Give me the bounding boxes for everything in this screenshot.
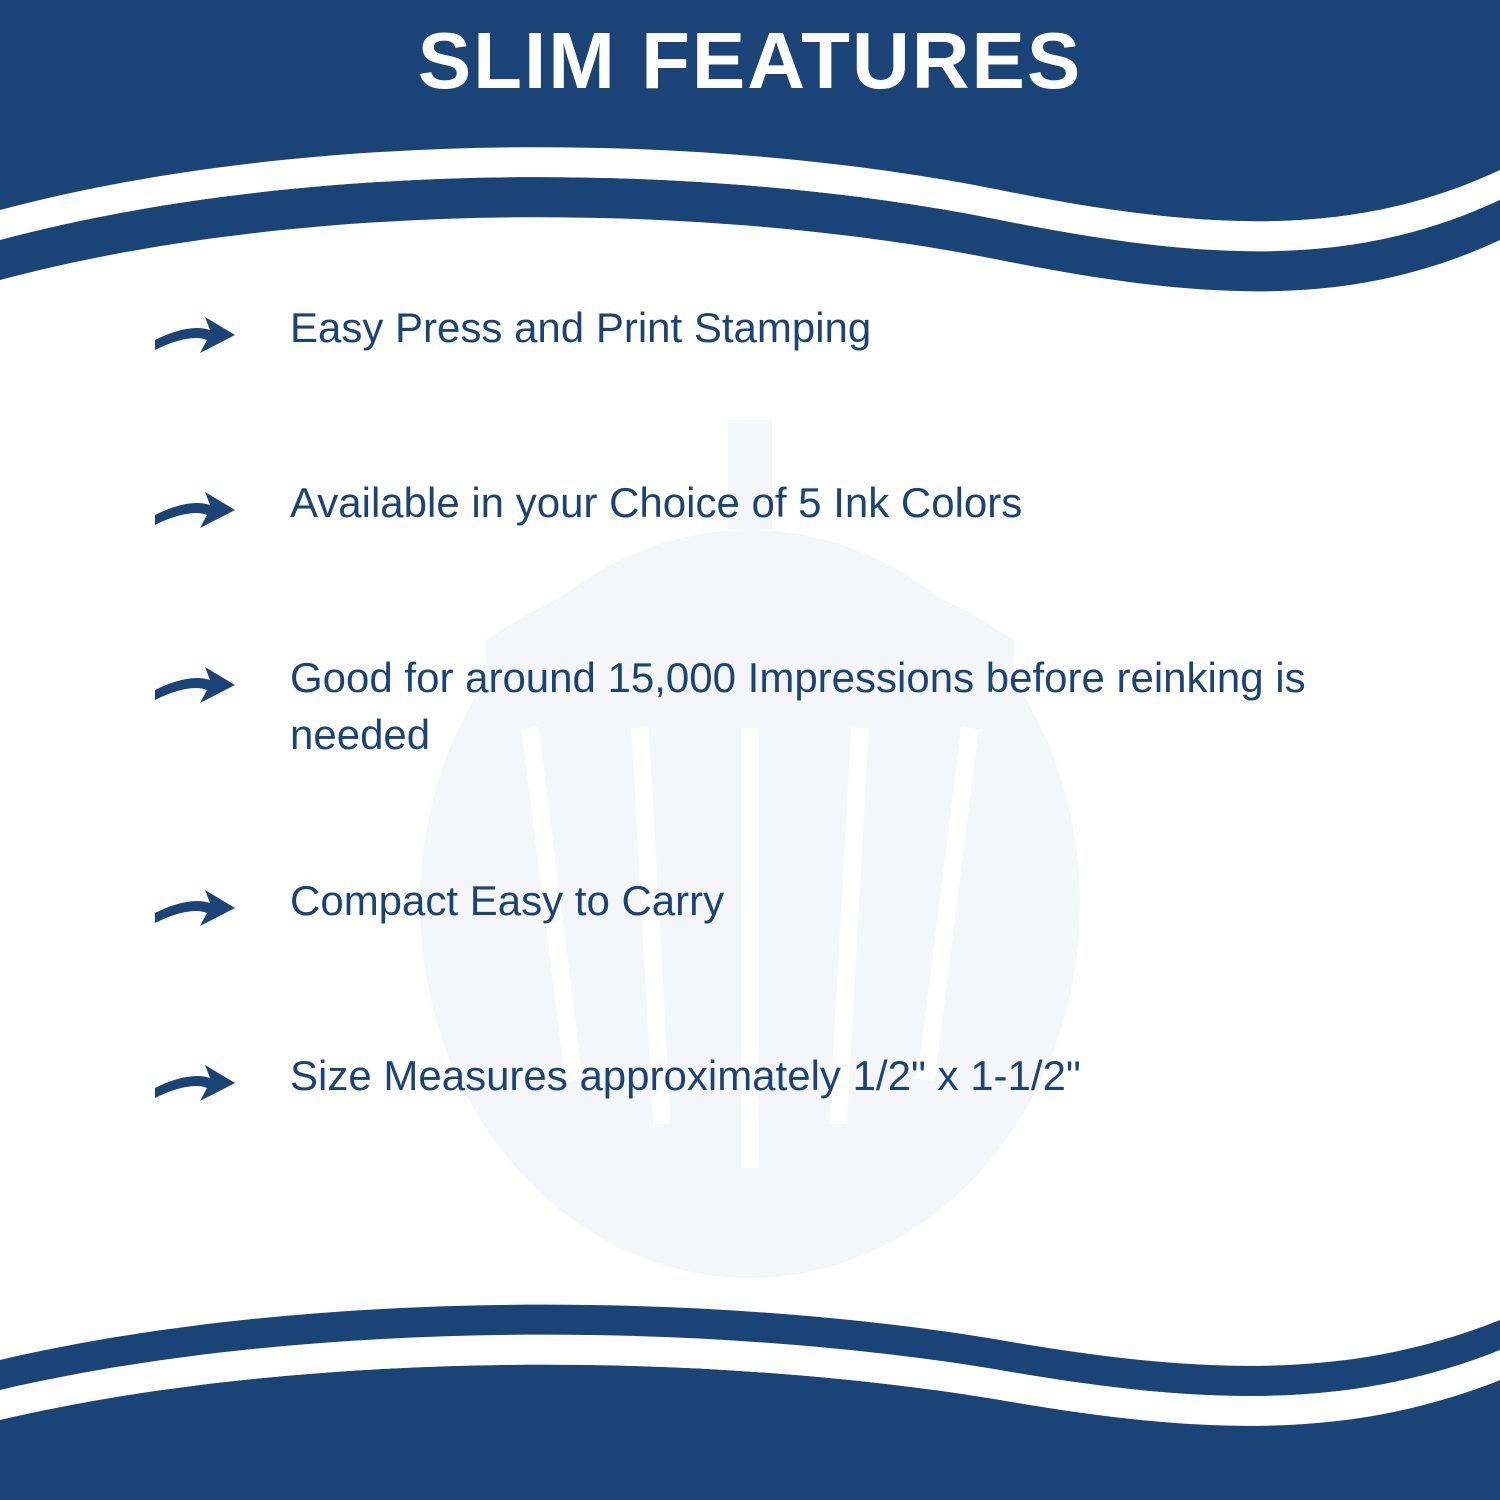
feature-text: Size Measures approximately 1/2" x 1-1/2… (290, 1048, 1081, 1105)
arrow-icon (150, 305, 240, 365)
feature-text: Compact Easy to Carry (290, 873, 724, 930)
features-list: Easy Press and Print Stamping Available … (0, 280, 1500, 1203)
feature-text: Easy Press and Print Stamping (290, 300, 871, 357)
page-title: SLIM FEATURES (418, 15, 1083, 107)
feature-item: Size Measures approximately 1/2" x 1-1/2… (0, 1028, 1500, 1133)
arrow-icon (150, 878, 240, 938)
feature-item: Available in your Choice of 5 Ink Colors (0, 455, 1500, 560)
feature-item: Compact Easy to Carry (0, 853, 1500, 958)
footer-wave-decoration (0, 1300, 1500, 1500)
arrow-icon (150, 480, 240, 540)
feature-text: Good for around 15,000 Impressions befor… (290, 650, 1380, 763)
feature-item: Easy Press and Print Stamping (0, 280, 1500, 385)
arrow-icon (150, 655, 240, 715)
feature-text: Available in your Choice of 5 Ink Colors (290, 475, 1022, 532)
feature-item: Good for around 15,000 Impressions befor… (0, 630, 1500, 783)
arrow-icon (150, 1053, 240, 1113)
